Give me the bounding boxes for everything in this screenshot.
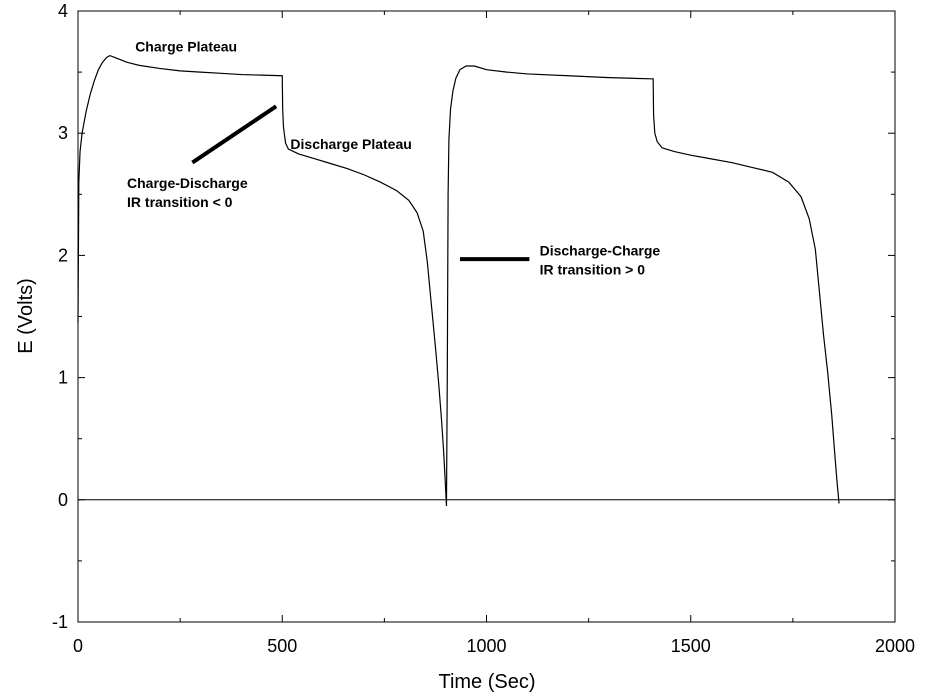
annotation-charge-discharge-ir: Charge-Discharge IR transition < 0 xyxy=(127,175,248,210)
y-tick-label: 2 xyxy=(58,245,68,265)
plot-frame xyxy=(77,10,896,623)
annotation-line: IR transition > 0 xyxy=(540,261,646,277)
x-tick-label: 1000 xyxy=(466,636,506,656)
annotation-markers xyxy=(191,104,530,262)
y-tick-label: 1 xyxy=(58,368,68,388)
y-tick-label: 3 xyxy=(58,123,68,143)
annotation-line: Discharge Plateau xyxy=(290,136,411,152)
annotation-discharge-plateau: Discharge Plateau xyxy=(290,136,411,152)
x-axis-label: Time (Sec) xyxy=(438,671,535,692)
charge-discharge-marker xyxy=(191,104,278,165)
annotation-line: Charge-Discharge xyxy=(127,175,248,191)
x-tick-label: 0 xyxy=(73,636,83,656)
annotation-line: IR transition < 0 xyxy=(127,194,233,210)
annotation-line: Charge Plateau xyxy=(135,38,237,54)
x-tick-label: 500 xyxy=(267,636,297,656)
annotation-line: Discharge-Charge xyxy=(540,242,661,258)
y-tick-label: -1 xyxy=(52,612,68,632)
x-tick-label: 2000 xyxy=(875,636,915,656)
x-tick-label: 1500 xyxy=(671,636,711,656)
y-axis-label: E (Volts) xyxy=(15,278,37,354)
voltage-series-line xyxy=(77,54,840,506)
annotation-discharge-charge-ir: Discharge-Charge IR transition > 0 xyxy=(540,242,661,277)
annotation-charge-plateau: Charge Plateau xyxy=(135,38,237,54)
axis-ticks xyxy=(77,10,896,623)
y-tick-label: 4 xyxy=(58,1,68,21)
annotations: Charge Plateau Discharge Plateau Charge-Di… xyxy=(127,38,660,277)
y-tick-label: 0 xyxy=(58,490,68,510)
